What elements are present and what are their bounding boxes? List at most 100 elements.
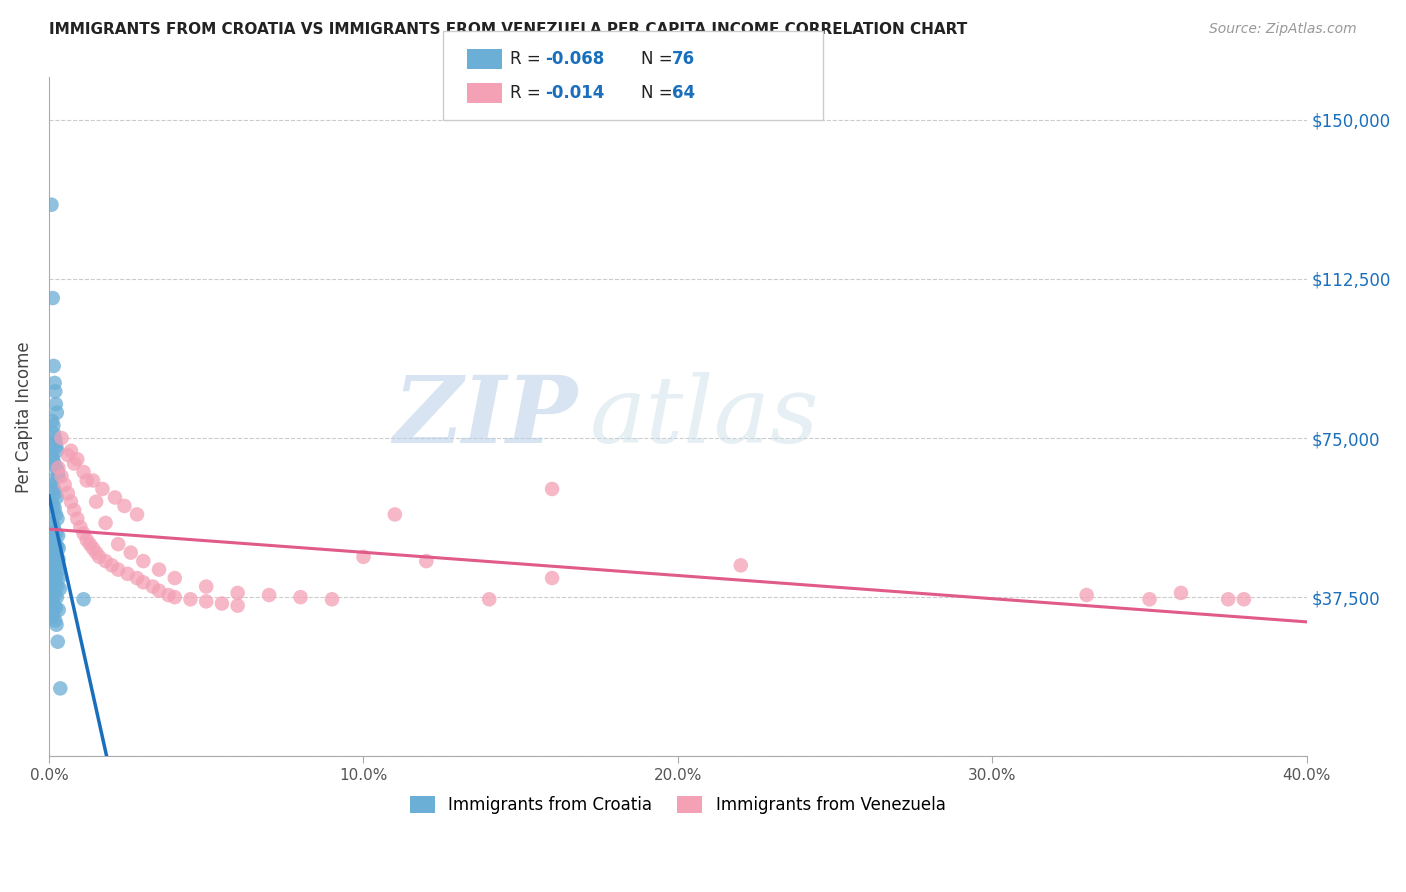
Text: R =: R = (510, 84, 547, 102)
Point (45, 460, 67, 475)
Point (117, 566, 139, 581)
Point (1170, 586, 1192, 600)
Point (56, 486, 79, 500)
Point (44, 535, 66, 549)
Text: ZIP: ZIP (394, 372, 578, 462)
Point (51, 469, 73, 483)
Point (107, 537, 129, 551)
Point (44, 524, 66, 539)
Point (125, 571, 148, 585)
Point (226, 586, 249, 600)
Point (84, 546, 107, 560)
Point (49, 681, 72, 696)
Point (51, 431, 73, 445)
Point (157, 588, 180, 602)
Point (148, 563, 170, 577)
Point (211, 597, 233, 611)
Point (195, 580, 218, 594)
Point (42, 546, 65, 560)
Point (46, 539, 69, 553)
Point (42, 426, 65, 441)
Point (42, 609, 65, 624)
Point (59, 494, 82, 508)
Point (44, 548, 66, 562)
Point (42, 359, 65, 373)
Point (76, 533, 98, 547)
Point (541, 482, 564, 496)
Point (352, 549, 374, 564)
Point (48, 469, 70, 483)
Point (42, 499, 65, 513)
Point (41, 583, 63, 598)
Point (41, 573, 63, 587)
Point (69, 520, 91, 534)
Point (104, 491, 127, 505)
Point (45, 571, 67, 585)
Point (56, 448, 79, 462)
Point (45, 526, 67, 541)
Point (1076, 588, 1098, 602)
Point (66, 511, 89, 525)
Point (89, 549, 111, 564)
Point (226, 599, 249, 613)
Point (48, 541, 70, 556)
Point (46, 465, 69, 479)
Point (44, 614, 66, 628)
Point (72, 465, 94, 479)
Point (45, 406, 67, 420)
Point (44, 588, 66, 602)
Point (541, 571, 564, 585)
Point (76, 474, 98, 488)
Point (114, 499, 136, 513)
Point (42, 520, 65, 534)
Point (125, 508, 148, 522)
Point (53, 477, 76, 491)
Point (41, 565, 63, 579)
Point (72, 592, 94, 607)
Text: -0.068: -0.068 (546, 50, 605, 68)
Point (42, 291, 65, 305)
Point (257, 588, 280, 602)
Point (44, 486, 66, 500)
Point (290, 590, 312, 604)
Point (45, 491, 67, 505)
Point (41, 605, 63, 619)
Point (79, 537, 101, 551)
Point (39, 474, 62, 488)
Point (45, 397, 67, 411)
Text: Source: ZipAtlas.com: Source: ZipAtlas.com (1209, 22, 1357, 37)
Text: 64: 64 (672, 84, 695, 102)
Point (49, 582, 72, 596)
Point (63, 503, 86, 517)
Text: -0.014: -0.014 (546, 84, 605, 102)
Point (46, 511, 69, 525)
Point (48, 603, 70, 617)
Point (42, 418, 65, 433)
Point (42, 575, 65, 590)
Point (42, 586, 65, 600)
Point (384, 508, 406, 522)
Point (179, 592, 201, 607)
Point (41, 477, 63, 491)
Point (91, 482, 114, 496)
Point (45, 590, 67, 604)
Point (82, 541, 104, 556)
Point (41, 494, 63, 508)
Point (66, 452, 89, 467)
Point (94, 554, 117, 568)
Point (44, 384, 66, 399)
Point (1139, 592, 1161, 607)
Point (45, 617, 67, 632)
Point (42, 482, 65, 496)
Point (120, 546, 142, 560)
Legend: Immigrants from Croatia, Immigrants from Venezuela: Immigrants from Croatia, Immigrants from… (402, 788, 955, 822)
Point (63, 457, 86, 471)
Text: N =: N = (641, 84, 678, 102)
Point (44, 376, 66, 390)
Point (142, 580, 165, 594)
Point (45, 537, 67, 551)
Point (84, 494, 107, 508)
Point (94, 516, 117, 530)
Point (41, 198, 63, 212)
Point (39, 594, 62, 608)
